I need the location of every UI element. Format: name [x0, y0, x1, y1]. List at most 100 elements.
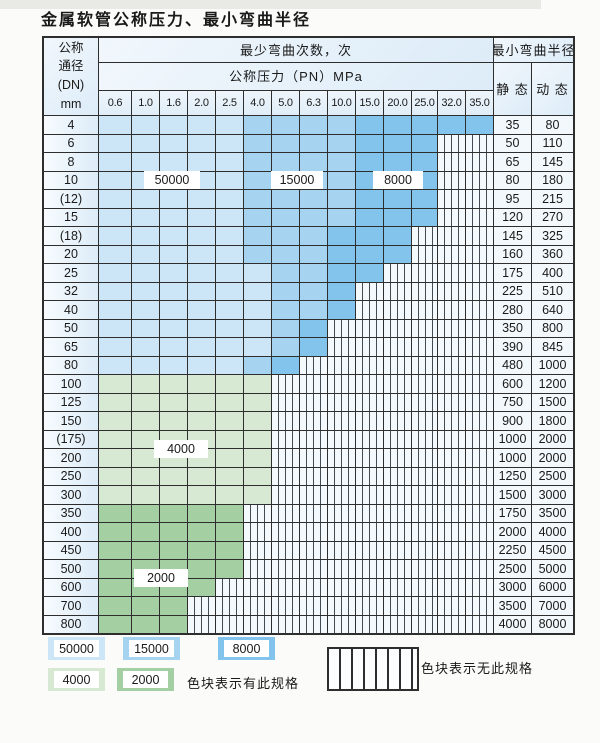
spec-cell — [99, 467, 131, 485]
spec-cell — [328, 264, 355, 282]
no-spec-cell — [466, 356, 493, 374]
spec-cell — [216, 153, 243, 171]
no-spec-cell — [412, 338, 437, 356]
spec-cell — [188, 541, 215, 559]
no-spec-cell — [272, 541, 299, 559]
spec-cell — [160, 116, 187, 134]
no-spec-cell — [384, 338, 411, 356]
no-spec-cell — [412, 467, 437, 485]
spec-cell — [216, 541, 243, 559]
spec-cell — [384, 134, 411, 152]
spec-cell — [188, 560, 215, 578]
spec-cell — [244, 449, 271, 467]
spec-cell — [216, 227, 243, 245]
spec-cell — [99, 319, 131, 337]
static-value-cell: 3000 — [494, 578, 531, 596]
spec-cell — [244, 245, 271, 263]
spec-cell — [244, 171, 271, 189]
spec-cell — [216, 319, 243, 337]
spec-cell — [328, 282, 355, 300]
spec-cell — [132, 190, 159, 208]
spec-cell — [328, 171, 355, 189]
static-header: 静 态 — [494, 63, 531, 115]
no-spec-cell — [412, 356, 437, 374]
spec-cell — [188, 208, 215, 226]
dn-cell: 10 — [44, 171, 98, 189]
no-spec-cell — [466, 486, 493, 504]
no-spec-cell — [384, 430, 411, 448]
no-spec-cell — [356, 467, 383, 485]
no-spec-cell — [328, 338, 355, 356]
no-spec-cell — [412, 282, 437, 300]
dynamic-header: 动 态 — [532, 63, 573, 115]
no-spec-cell — [272, 486, 299, 504]
spec-cell — [188, 393, 215, 411]
no-spec-cell — [466, 578, 493, 596]
spec-cell — [300, 264, 327, 282]
no-spec-cell — [328, 615, 355, 633]
spec-cell — [132, 467, 159, 485]
spec-cell — [300, 153, 327, 171]
spec-cell — [99, 245, 131, 263]
no-spec-cell — [438, 134, 465, 152]
spec-cell — [188, 134, 215, 152]
spec-cell — [99, 486, 131, 504]
no-spec-cell — [466, 282, 493, 300]
no-spec-cell — [300, 560, 327, 578]
no-spec-cell — [384, 597, 411, 615]
spec-cell — [99, 449, 131, 467]
spec-cell — [160, 338, 187, 356]
spec-cell — [272, 134, 299, 152]
spec-cell — [466, 116, 493, 134]
no-spec-cell — [384, 523, 411, 541]
no-spec-cell — [328, 541, 355, 559]
spec-cell — [160, 153, 187, 171]
spec-cell — [99, 134, 131, 152]
spec-cell — [384, 190, 411, 208]
spec-cell — [244, 375, 271, 393]
dynamic-value-cell: 360 — [532, 245, 573, 263]
dn-cell: 100 — [44, 375, 98, 393]
no-spec-cell — [466, 541, 493, 559]
no-spec-cell — [356, 301, 383, 319]
spec-cell — [160, 282, 187, 300]
no-spec-cell — [244, 541, 271, 559]
no-spec-cell — [300, 393, 327, 411]
spec-cell — [132, 338, 159, 356]
dn-cell: 700 — [44, 597, 98, 615]
spec-cell — [132, 375, 159, 393]
dn-cell: 65 — [44, 338, 98, 356]
spec-cell — [328, 116, 355, 134]
dynamic-value-cell: 2500 — [532, 467, 573, 485]
spec-cell — [99, 264, 131, 282]
no-spec-cell — [466, 301, 493, 319]
dn-cell: 200 — [44, 449, 98, 467]
pn-header-cell: 2.0 — [188, 91, 215, 115]
spec-cell — [216, 486, 243, 504]
no-spec-cell — [438, 486, 465, 504]
dn-cell: 800 — [44, 615, 98, 633]
spec-cell — [132, 449, 159, 467]
pn-header-cell: 20.0 — [384, 91, 411, 115]
spec-cell — [188, 301, 215, 319]
spec-cell — [216, 356, 243, 374]
spec-cell — [412, 116, 437, 134]
spec-cell — [356, 264, 383, 282]
static-value-cell: 4000 — [494, 615, 531, 633]
spec-cell — [384, 245, 411, 263]
legend-swatch-label: 2000 — [123, 671, 168, 688]
spec-cell — [216, 282, 243, 300]
no-spec-cell — [412, 319, 437, 337]
no-spec-cell — [244, 615, 271, 633]
spec-cell — [188, 338, 215, 356]
no-spec-cell — [328, 430, 355, 448]
static-value-cell: 390 — [494, 338, 531, 356]
spec-cell — [132, 208, 159, 226]
spec-cell — [300, 190, 327, 208]
static-value-cell: 600 — [494, 375, 531, 393]
dn-cell: 350 — [44, 504, 98, 522]
no-spec-cell — [438, 430, 465, 448]
dn-cell: (18) — [44, 227, 98, 245]
spec-cell — [412, 134, 437, 152]
spec-cell — [188, 245, 215, 263]
